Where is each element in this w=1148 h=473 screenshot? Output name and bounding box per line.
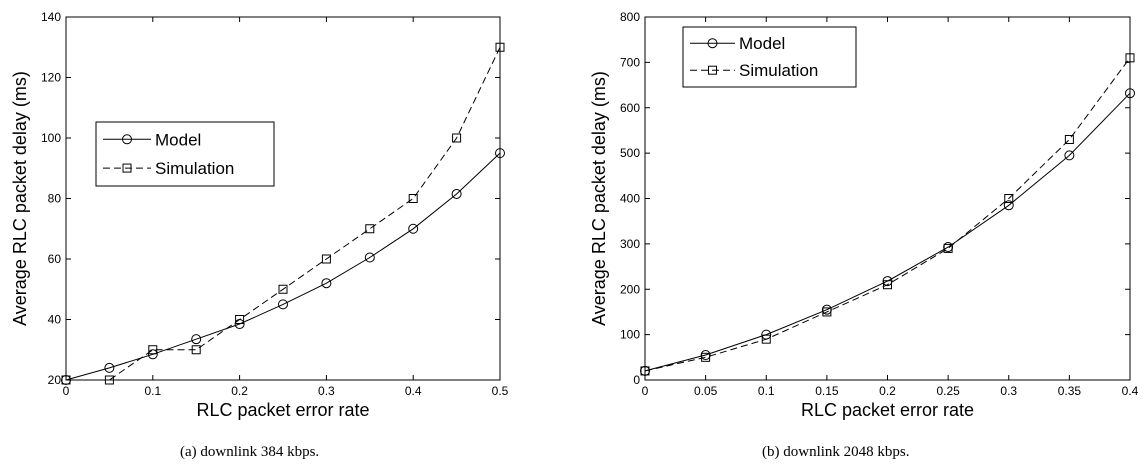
series-line-model xyxy=(65,152,501,381)
chart-b: 0 0.05 0.1 0.15 0.2 0.25 0.3 0.35 0.4 0 100 200 300 4… xyxy=(589,10,1139,420)
legend-box xyxy=(95,121,275,187)
x-tick-label: 0 xyxy=(642,384,649,398)
chart-a: 0 0.1 0.2 0.3 0.4 0.5 20 40 60 80 100 120 140 RLC pac… xyxy=(10,10,509,420)
x-tick-label: 0.15 xyxy=(815,384,839,398)
y-axis-label: Average RLC packet delay (ms) xyxy=(589,71,609,326)
y-tick-label: 20 xyxy=(48,373,62,387)
data-point-model xyxy=(495,148,505,159)
data-point-simulation xyxy=(278,284,288,294)
data-point-simulation xyxy=(495,42,505,52)
x-tick-label: 0.5 xyxy=(492,384,509,398)
x-axis-label: RLC packet error rate xyxy=(801,400,974,420)
data-point-simulation xyxy=(1004,194,1014,203)
y-tick-label: 800 xyxy=(620,10,640,24)
y-tick-label: 120 xyxy=(41,71,61,85)
data-point-simulation xyxy=(104,375,114,385)
data-point-model xyxy=(147,349,158,360)
x-tick-label: 0.3 xyxy=(1000,384,1017,398)
x-tick-label: 0.2 xyxy=(231,384,248,398)
data-point-model xyxy=(191,334,202,345)
x-tick-label: 0.1 xyxy=(144,384,161,398)
y-tick-label: 600 xyxy=(620,101,640,115)
x-tick-label: 0.3 xyxy=(318,384,335,398)
x-tick-label: 0 xyxy=(63,384,70,398)
legend-label-model: Model xyxy=(739,34,785,53)
y-tick-label: 40 xyxy=(48,313,62,327)
plot-area-frame xyxy=(65,16,501,381)
y-tick-label: 300 xyxy=(620,237,640,251)
legend-marker-model xyxy=(707,38,718,49)
data-point-simulation xyxy=(1125,53,1135,63)
data-point-model xyxy=(1003,200,1014,211)
legend-marker-model xyxy=(122,134,132,145)
legend-marker-simulation xyxy=(122,163,132,173)
legend-label-simulation: Simulation xyxy=(739,61,818,80)
data-point-simulation xyxy=(408,194,418,203)
series-line-simulation xyxy=(66,47,501,381)
data-point-model xyxy=(451,188,462,199)
data-point-simulation xyxy=(701,352,711,362)
y-axis-label: Average RLC packet delay (ms) xyxy=(10,71,30,326)
data-point-simulation xyxy=(61,375,71,385)
series-line-model xyxy=(644,92,1131,372)
x-tick-label: 0.4 xyxy=(1122,384,1139,398)
data-point-model xyxy=(321,278,332,289)
y-tick-label: 200 xyxy=(620,282,640,296)
series-line-simulation xyxy=(644,57,1131,372)
data-point-model xyxy=(104,362,115,373)
y-tick-label: 500 xyxy=(620,146,640,160)
legend-marker-simulation xyxy=(708,65,717,75)
y-tick-label: 100 xyxy=(41,131,61,145)
y-tick-label: 700 xyxy=(620,55,640,69)
data-point-simulation xyxy=(883,280,892,290)
legend-label-model: Model xyxy=(155,130,201,149)
x-tick-label: 0.4 xyxy=(405,384,422,398)
data-point-simulation xyxy=(761,334,771,344)
data-point-model xyxy=(364,252,375,263)
data-point-model xyxy=(278,299,288,310)
y-tick-label: 60 xyxy=(48,252,62,266)
x-tick-label: 0.2 xyxy=(879,384,896,398)
x-tick-label: 0.25 xyxy=(936,384,960,398)
y-tick-label: 100 xyxy=(620,328,640,342)
legend: Model Simulation xyxy=(682,26,857,88)
data-point-model xyxy=(1125,88,1135,99)
y-tick-label: 140 xyxy=(41,10,61,24)
y-tick-label: 400 xyxy=(620,192,640,206)
data-point-simulation xyxy=(235,315,245,324)
legend: Model Simulation xyxy=(95,121,275,187)
y-tick-label: 0 xyxy=(633,373,640,387)
x-tick-label: 0.05 xyxy=(694,384,718,398)
legend-box xyxy=(682,26,857,88)
x-tick-label: 0.1 xyxy=(758,384,775,398)
x-axis-label: RLC packet error rate xyxy=(196,400,369,420)
legend-label-simulation: Simulation xyxy=(155,159,234,178)
data-point-simulation xyxy=(365,224,375,234)
data-point-model xyxy=(1064,150,1075,161)
data-point-simulation xyxy=(640,366,650,376)
caption-a: (a) downlink 384 kbps. xyxy=(180,444,320,460)
x-tick-label: 0.35 xyxy=(1058,384,1082,398)
data-point-simulation xyxy=(1064,135,1074,145)
data-point-simulation xyxy=(452,133,462,143)
data-point-model xyxy=(408,223,419,234)
caption-b: (b) downlink 2048 kbps. xyxy=(762,444,910,460)
data-point-simulation xyxy=(943,243,953,253)
data-point-simulation xyxy=(148,345,158,355)
data-point-simulation xyxy=(191,345,201,355)
y-tick-label: 80 xyxy=(48,192,62,206)
data-point-simulation xyxy=(321,254,331,264)
data-point-simulation xyxy=(822,307,832,317)
